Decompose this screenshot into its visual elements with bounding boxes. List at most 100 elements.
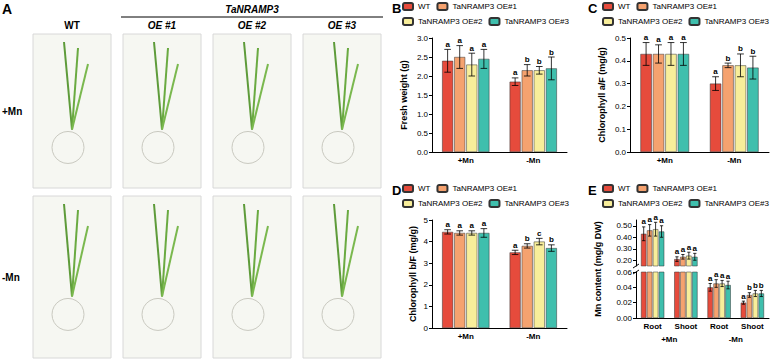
svg-text:1.0: 1.0 [417, 110, 429, 119]
svg-text:TaNRAMP3 OE#3: TaNRAMP3 OE#3 [704, 17, 769, 26]
svg-text:1.5: 1.5 [417, 91, 429, 100]
svg-text:TaNRAMP3 OE#2: TaNRAMP3 OE#2 [618, 17, 683, 26]
svg-text:Fresh weight (g): Fresh weight (g) [399, 60, 409, 130]
svg-text:-Mn: -Mn [727, 156, 741, 165]
svg-text:-Mn: -Mn [526, 332, 540, 341]
svg-text:a: a [513, 241, 518, 250]
svg-text:0.2: 0.2 [615, 102, 627, 111]
svg-text:b: b [537, 57, 542, 66]
svg-text:0.4: 0.4 [615, 56, 627, 65]
svg-text:a: a [708, 274, 713, 283]
svg-text:a: a [720, 271, 725, 280]
svg-text:WT: WT [418, 184, 431, 193]
svg-text:0.40: 0.40 [616, 233, 632, 242]
svg-text:a: a [445, 220, 450, 229]
svg-text:+Mn: +Mn [657, 156, 673, 165]
svg-text:E: E [588, 183, 597, 198]
svg-text:0: 0 [424, 324, 429, 333]
svg-text:-Mn: -Mn [2, 272, 20, 283]
svg-text:a: a [644, 33, 649, 42]
svg-text:0.3: 0.3 [615, 79, 627, 88]
svg-text:a: a [687, 243, 692, 252]
svg-text:a: a [470, 44, 475, 53]
svg-text:TaNRAMP3 OE#3: TaNRAMP3 OE#3 [504, 199, 569, 208]
svg-text:a: a [653, 213, 658, 222]
svg-text:TaNRAMP3: TaNRAMP3 [225, 4, 279, 15]
svg-text:TaNRAMP3 OE#1: TaNRAMP3 OE#1 [452, 2, 517, 11]
svg-text:Root: Root [710, 322, 729, 331]
svg-text:WT: WT [618, 184, 631, 193]
svg-text:Shoot: Shoot [741, 322, 764, 331]
svg-text:0.30: 0.30 [616, 244, 632, 253]
svg-text:A: A [2, 1, 12, 17]
svg-text:Chlorophyll b/F (mg/g): Chlorophyll b/F (mg/g) [408, 226, 418, 322]
svg-text:WT: WT [618, 2, 631, 11]
svg-text:C: C [588, 1, 598, 16]
svg-text:a: a [681, 245, 686, 254]
svg-text:0.0: 0.0 [615, 148, 627, 157]
svg-text:TaNRAMP3 OE#3: TaNRAMP3 OE#3 [704, 199, 769, 208]
svg-text:a: a [659, 216, 664, 225]
svg-text:TaNRAMP3 OE#2: TaNRAMP3 OE#2 [418, 17, 483, 26]
svg-text:b: b [747, 283, 752, 292]
svg-text:+Mn: +Mn [458, 156, 474, 165]
svg-text:c: c [537, 229, 542, 238]
svg-text:Shoot: Shoot [675, 322, 698, 331]
svg-text:b: b [738, 44, 743, 53]
svg-text:TaNRAMP3 OE#1: TaNRAMP3 OE#1 [652, 184, 717, 193]
svg-text:+Mn: +Mn [661, 335, 677, 344]
svg-text:0.04: 0.04 [616, 283, 632, 292]
svg-text:a: a [656, 35, 661, 44]
svg-text:1: 1 [424, 302, 429, 311]
svg-text:a: a [669, 33, 674, 42]
svg-text:a: a [741, 292, 746, 301]
svg-text:Root: Root [644, 322, 663, 331]
svg-text:OE #3: OE #3 [328, 20, 357, 31]
svg-text:a: a [445, 40, 450, 49]
svg-text:b: b [750, 47, 755, 56]
svg-text:b: b [525, 234, 530, 243]
svg-text:0.5: 0.5 [417, 129, 429, 138]
svg-text:Mn content (mg/g DW): Mn content (mg/g DW) [593, 221, 603, 316]
svg-text:TaNRAMP3 OE#2: TaNRAMP3 OE#2 [618, 199, 683, 208]
svg-text:3.0: 3.0 [417, 34, 429, 43]
svg-text:a: a [681, 33, 686, 42]
svg-text:TaNRAMP3 OE#3: TaNRAMP3 OE#3 [504, 17, 569, 26]
svg-text:WT: WT [418, 2, 431, 11]
svg-text:b: b [525, 55, 530, 64]
svg-text:0.06: 0.06 [616, 268, 632, 277]
svg-text:OE #1: OE #1 [148, 20, 177, 31]
svg-text:TaNRAMP3 OE#2: TaNRAMP3 OE#2 [418, 199, 483, 208]
svg-text:0.50: 0.50 [616, 221, 632, 230]
svg-text:Chlorophyll a/F (mg/g): Chlorophyll a/F (mg/g) [597, 47, 607, 143]
svg-text:a: a [482, 219, 487, 228]
svg-text:B: B [392, 1, 401, 16]
svg-text:a: a [457, 36, 462, 45]
svg-text:-Mn: -Mn [526, 156, 540, 165]
svg-text:-Mn: -Mn [729, 335, 743, 344]
svg-text:TaNRAMP3 OE#1: TaNRAMP3 OE#1 [652, 2, 717, 11]
svg-text:a: a [713, 67, 718, 76]
svg-text:b: b [726, 54, 731, 63]
svg-text:a: a [513, 68, 518, 77]
svg-text:0.0: 0.0 [417, 148, 429, 157]
svg-text:2.5: 2.5 [417, 53, 429, 62]
svg-text:a: a [470, 221, 475, 230]
svg-text:0.20: 0.20 [616, 256, 632, 265]
svg-text:0.5: 0.5 [615, 34, 627, 43]
svg-text:0.00: 0.00 [616, 314, 632, 323]
svg-text:a: a [482, 40, 487, 49]
svg-text:3: 3 [424, 259, 429, 268]
svg-text:D: D [392, 183, 401, 198]
svg-text:b: b [753, 281, 758, 290]
svg-text:5: 5 [424, 216, 429, 225]
svg-text:a: a [457, 221, 462, 230]
svg-text:WT: WT [64, 20, 80, 31]
svg-text:4: 4 [424, 237, 429, 246]
svg-text:2.0: 2.0 [417, 72, 429, 81]
svg-text:OE #2: OE #2 [238, 20, 267, 31]
svg-text:a: a [714, 270, 719, 279]
svg-text:b: b [549, 235, 554, 244]
svg-text:0.1: 0.1 [615, 125, 627, 134]
svg-text:a: a [675, 247, 680, 256]
